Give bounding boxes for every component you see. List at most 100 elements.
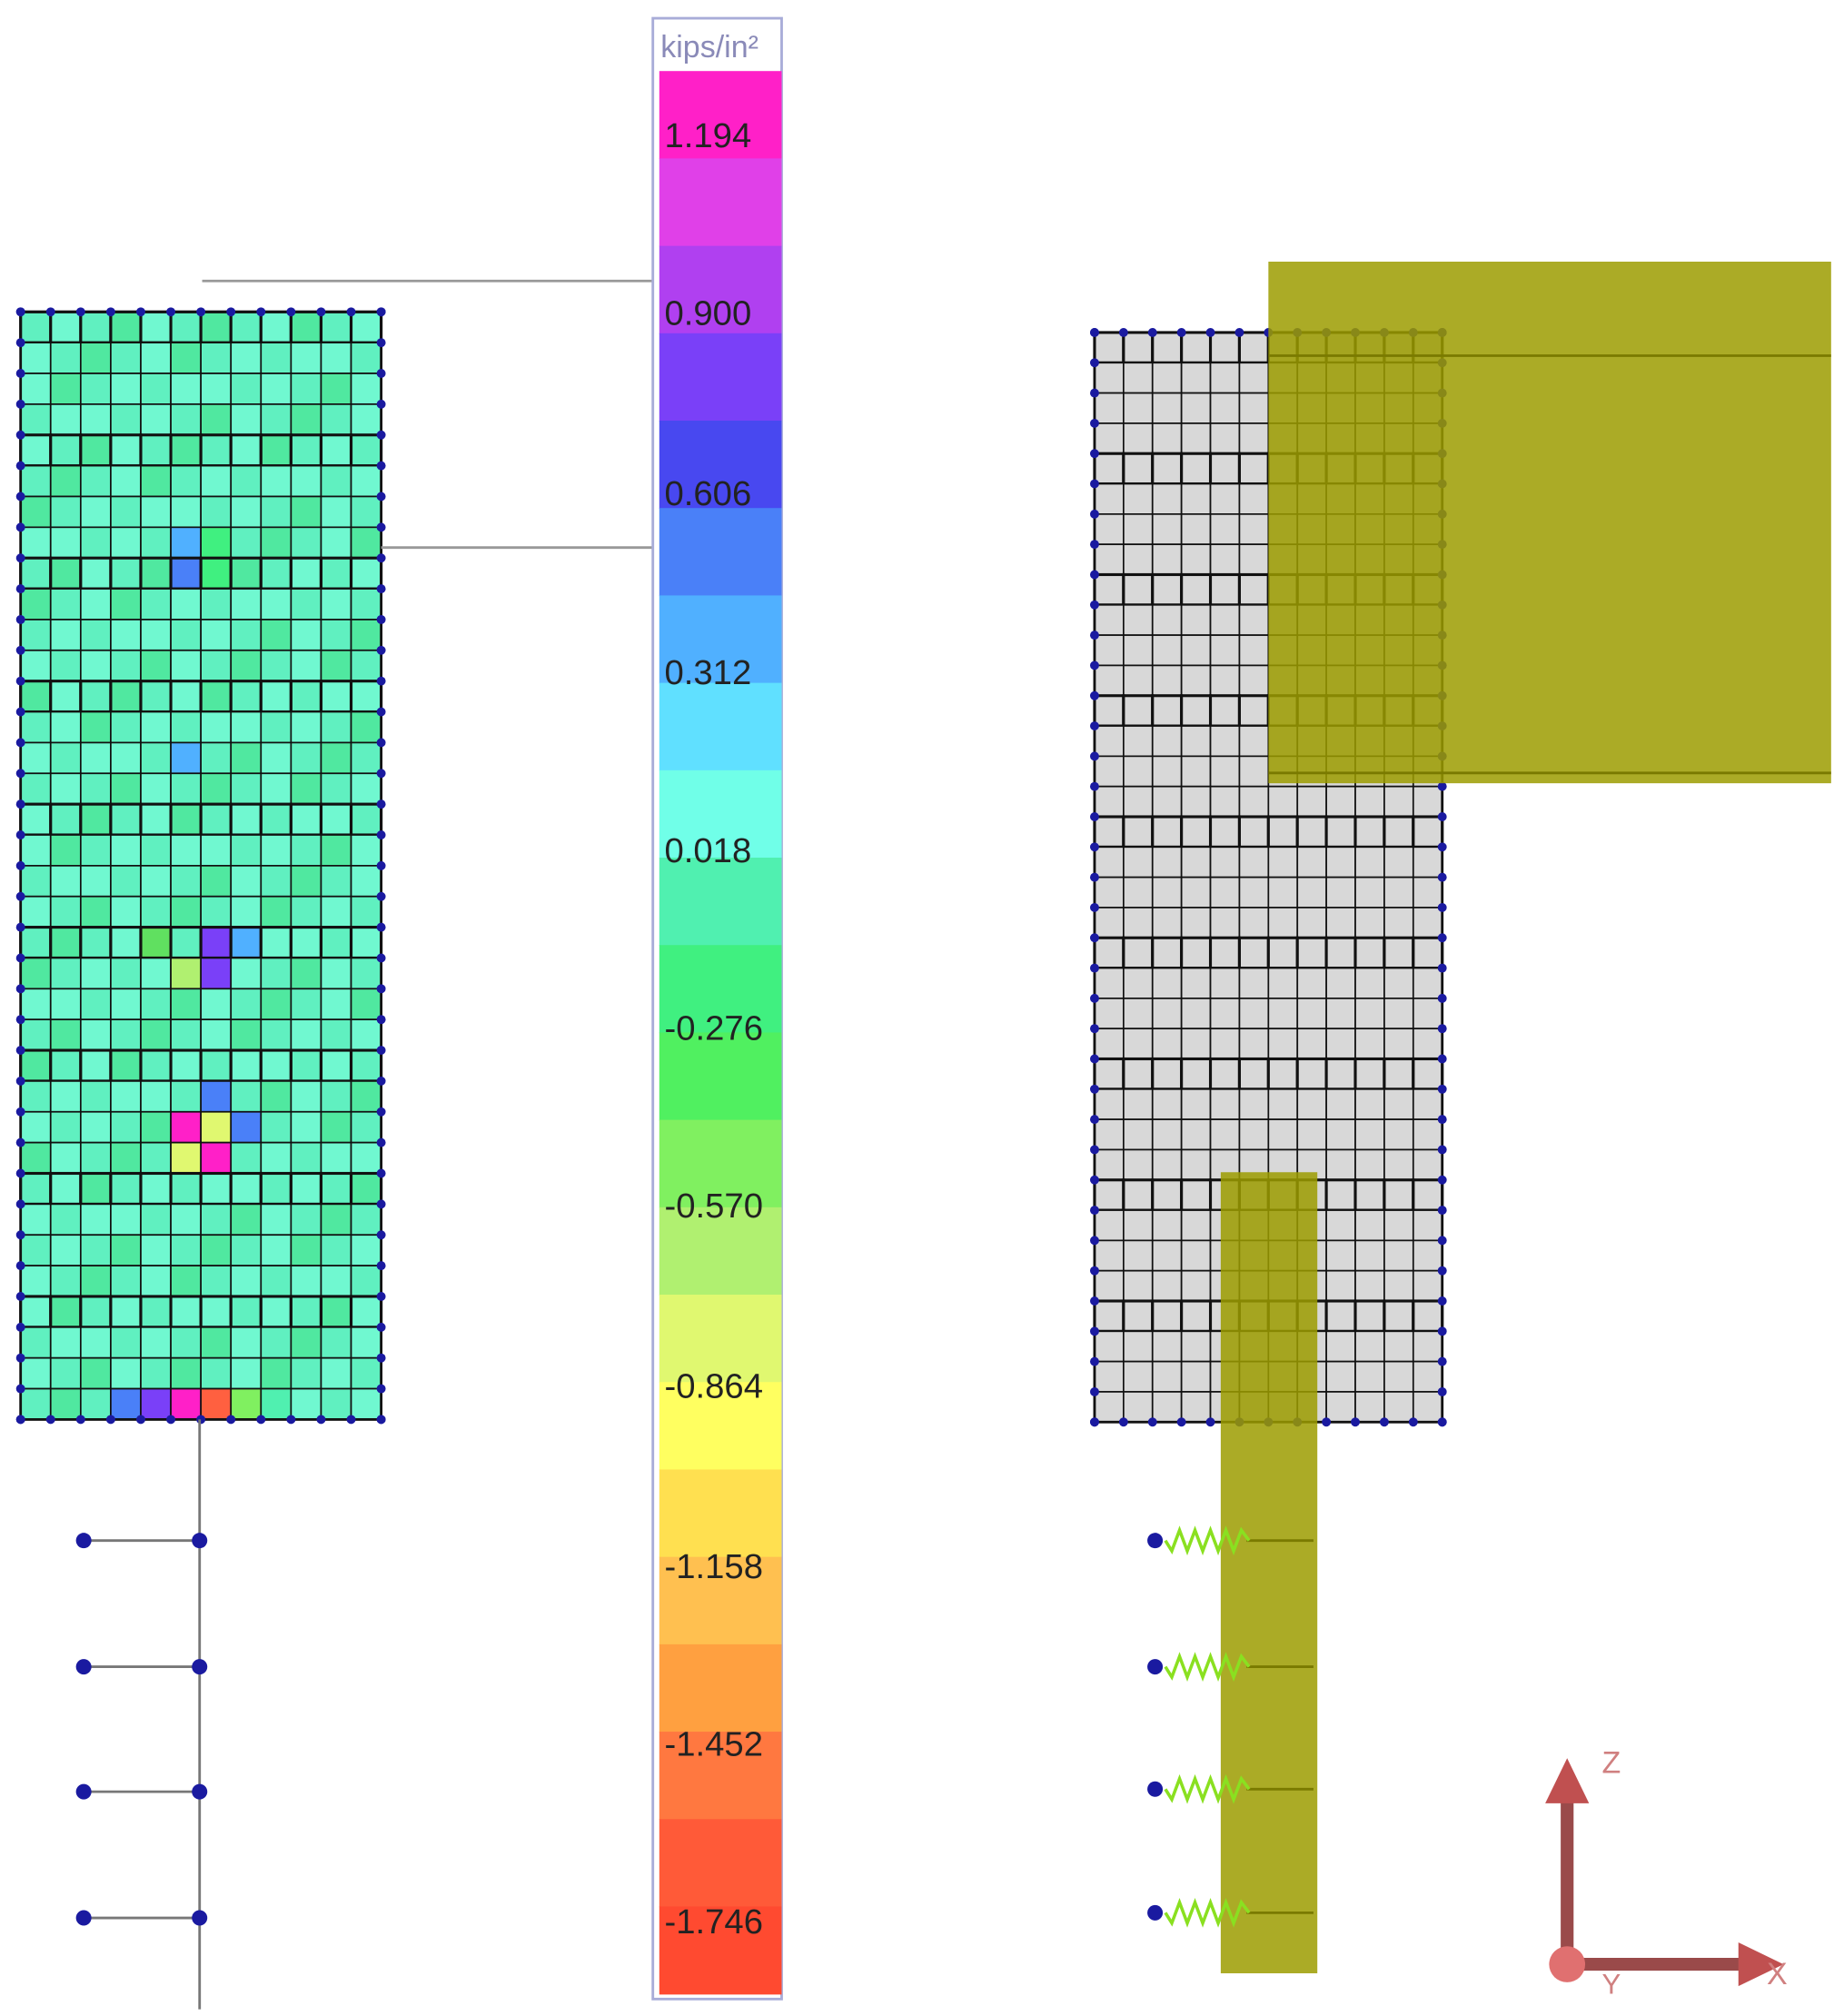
mesh-cell xyxy=(1151,1087,1183,1120)
mesh-cell xyxy=(1094,846,1125,879)
mesh-cell xyxy=(1325,1209,1356,1242)
mesh-cell xyxy=(79,865,112,898)
mesh-cell xyxy=(1180,392,1212,424)
mesh-cell xyxy=(110,588,142,621)
mesh-cell xyxy=(319,1295,353,1329)
node xyxy=(1408,1417,1418,1427)
mesh-cell xyxy=(1238,846,1270,879)
mesh-cell xyxy=(110,1234,142,1266)
node xyxy=(376,1292,386,1301)
mesh-cell xyxy=(230,1018,263,1051)
mesh-cell xyxy=(79,1110,112,1144)
legend-label: -0.864 xyxy=(664,1367,763,1406)
mesh-cell xyxy=(170,988,202,1021)
mesh-cell xyxy=(49,741,82,775)
mesh-cell xyxy=(1151,1391,1183,1424)
mesh-cell xyxy=(170,772,202,805)
mesh-cell xyxy=(1208,572,1241,607)
mesh-cell xyxy=(230,1203,263,1236)
node xyxy=(15,522,25,532)
mesh-cell xyxy=(1123,664,1154,697)
mesh-cell xyxy=(200,1141,233,1175)
mesh-cell xyxy=(170,1234,202,1266)
mesh-cell xyxy=(110,1356,142,1390)
mesh-cell xyxy=(110,1141,142,1175)
node xyxy=(75,1415,85,1425)
mesh-cell xyxy=(110,619,142,651)
mesh-cell xyxy=(1267,846,1299,879)
mesh-cell xyxy=(1238,392,1270,424)
mesh-cell xyxy=(1238,513,1270,546)
mesh-cell xyxy=(1123,846,1154,879)
mesh-cell xyxy=(1123,1360,1154,1393)
mesh-cell xyxy=(200,710,233,744)
node xyxy=(15,1353,25,1363)
mesh-cell xyxy=(230,1387,263,1421)
mesh-cell xyxy=(1180,755,1212,788)
mesh-cell xyxy=(1412,876,1443,909)
mesh-cell xyxy=(320,1080,352,1113)
mesh-cell xyxy=(350,588,382,621)
mesh-cell xyxy=(169,310,203,344)
mesh-cell xyxy=(1151,815,1184,849)
node xyxy=(1118,328,1128,337)
mesh-cell xyxy=(259,1171,292,1206)
mesh-cell xyxy=(79,1203,112,1236)
mesh-cell xyxy=(259,556,292,591)
node xyxy=(15,769,25,779)
mesh-cell xyxy=(19,1080,52,1113)
mesh-cell xyxy=(170,588,202,621)
legend-band xyxy=(659,858,782,946)
legend-label: -1.452 xyxy=(664,1725,763,1764)
mesh-cell xyxy=(259,802,292,837)
mesh-cell xyxy=(79,741,112,775)
mesh-cell xyxy=(1123,785,1154,818)
node xyxy=(376,1230,386,1240)
mesh-cell xyxy=(200,372,233,405)
mesh-cell xyxy=(1151,603,1183,636)
mesh-cell xyxy=(1151,482,1183,515)
mesh-cell xyxy=(259,433,292,468)
mesh-cell xyxy=(1354,998,1385,1030)
mesh-cell xyxy=(139,926,173,960)
node xyxy=(316,1415,326,1425)
mesh-cell xyxy=(140,588,172,621)
mesh-cell xyxy=(1295,1057,1328,1091)
mesh-cell xyxy=(79,772,112,805)
node xyxy=(15,307,25,317)
node xyxy=(192,1910,208,1926)
node xyxy=(256,307,266,317)
mesh-cell xyxy=(1180,1299,1213,1333)
node xyxy=(1089,1084,1099,1094)
mesh-cell xyxy=(49,926,83,960)
mesh-cell xyxy=(1412,846,1443,879)
mesh-cell xyxy=(1237,331,1270,364)
mesh-cell xyxy=(1238,634,1270,667)
node xyxy=(1089,933,1099,943)
node xyxy=(1089,690,1099,700)
mesh-cell xyxy=(1180,603,1212,636)
mesh-cell xyxy=(1383,1299,1415,1333)
mesh-cell xyxy=(1383,907,1414,939)
mesh-cell xyxy=(170,1356,202,1390)
mesh-cell xyxy=(1122,1299,1155,1333)
mesh-cell xyxy=(1237,572,1270,607)
mesh-cell xyxy=(79,464,112,498)
mesh-cell xyxy=(1123,543,1154,576)
mesh-cell xyxy=(200,464,233,498)
node xyxy=(1437,1115,1447,1125)
legend-label: -0.276 xyxy=(664,1008,763,1048)
mesh-cell xyxy=(350,1265,382,1297)
mesh-cell xyxy=(320,649,352,682)
mesh-cell xyxy=(1209,482,1241,515)
legend-band xyxy=(659,1819,782,1908)
mesh-cell xyxy=(350,1234,382,1266)
mesh-cell xyxy=(1151,998,1183,1030)
mesh-cell xyxy=(230,526,263,560)
mesh-cell xyxy=(1123,634,1154,667)
mesh-cell xyxy=(350,772,382,805)
mesh-cell xyxy=(1267,967,1299,999)
mesh-cell xyxy=(1383,1057,1415,1091)
mesh-cell xyxy=(350,957,382,990)
mesh-cell xyxy=(260,464,292,498)
